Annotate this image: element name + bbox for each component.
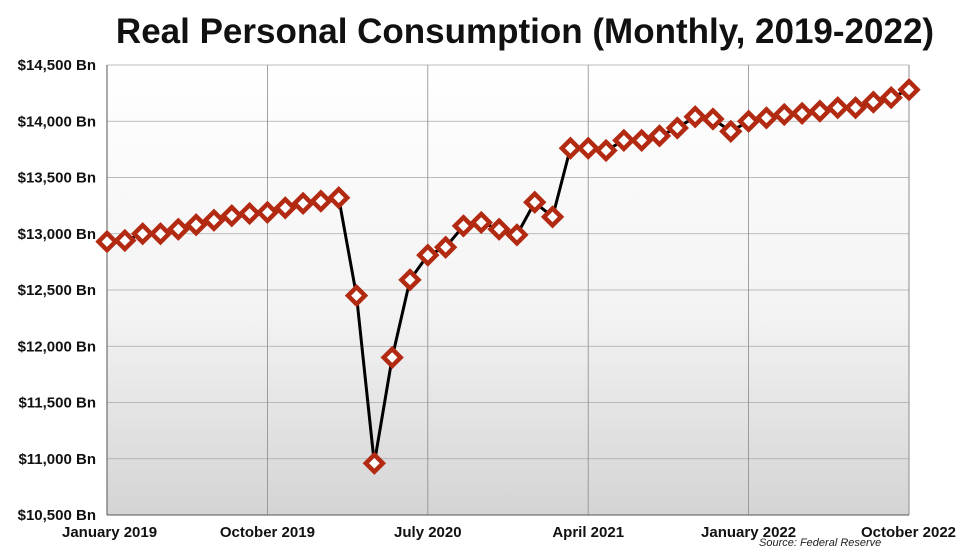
y-tick-label: $10,500 Bn [18, 507, 96, 524]
data-point-marker [879, 85, 903, 110]
data-point-marker [612, 128, 636, 153]
data-point-marker [843, 96, 868, 120]
consumption-series [95, 78, 921, 475]
data-point-marker [826, 96, 850, 120]
data-point-marker [523, 190, 547, 214]
data-point-marker [790, 101, 814, 126]
data-point-marker [344, 283, 369, 308]
x-tick-label: January 2022 [701, 524, 796, 541]
y-axis-ticks: $14,500 Bn $14,000 Bn $13,500 Bn $13,000 Bn… [18, 57, 96, 524]
chart-title: Real Personal Consumption (Monthly, 2019… [115, 12, 935, 51]
y-tick-label: $14,500 Bn [18, 57, 96, 74]
y-tick-label: $13,500 Bn [18, 170, 96, 187]
y-tick-label: $12,000 Bn [18, 338, 96, 355]
x-tick-label: October 2019 [220, 524, 315, 541]
data-point-marker [808, 99, 832, 123]
data-point-marker [683, 105, 707, 129]
data-point-marker [237, 201, 262, 226]
y-tick-label: $11,000 Bn [18, 451, 96, 468]
data-point-marker [416, 243, 440, 267]
data-point-marker [576, 136, 600, 160]
data-point-marker [558, 136, 583, 160]
data-point-marker [202, 208, 226, 232]
data-point-marker [95, 229, 119, 254]
x-tick-label: January 2019 [62, 524, 157, 541]
data-point-marker [273, 196, 297, 220]
data-point-marker [327, 186, 351, 210]
data-point-marker [540, 205, 565, 229]
data-point-marker [469, 210, 493, 235]
y-tick-label: $13,000 Bn [18, 226, 96, 243]
x-tick-label: October 2022 [861, 524, 956, 541]
data-point-marker [487, 217, 511, 241]
data-point-marker [451, 214, 476, 238]
data-point-marker [772, 102, 796, 127]
data-point-marker [309, 189, 333, 213]
y-tick-label: $14,000 Bn [18, 113, 96, 130]
data-point-marker [719, 119, 743, 144]
data-point-marker [184, 213, 208, 237]
data-point-marker [701, 107, 725, 131]
data-point-marker [255, 200, 280, 225]
data-point-marker [861, 90, 886, 114]
data-point-marker [754, 106, 779, 130]
data-point-marker [362, 451, 387, 475]
y-tick-label: $11,500 Bn [18, 395, 96, 412]
data-point-marker [594, 138, 618, 163]
data-point-marker [148, 222, 173, 246]
data-point-marker [629, 128, 654, 153]
y-tick-label: $12,500 Bn [18, 282, 96, 299]
data-point-marker [897, 78, 921, 102]
data-point-marker [166, 217, 190, 241]
source-note: Source: Federal Reserve [759, 537, 882, 549]
data-point-marker [380, 345, 404, 370]
data-point-marker [130, 222, 155, 246]
data-point-marker [505, 223, 529, 247]
x-axis-ticks: January 2019 October 2019 July 2020 April 2… [62, 524, 956, 541]
data-point-marker [647, 124, 672, 148]
grid-lines [106, 64, 910, 516]
data-point-marker [220, 204, 244, 228]
data-point-marker [665, 116, 689, 140]
data-point-marker [433, 235, 458, 259]
data-point-marker [736, 109, 761, 133]
axis-lines [106, 65, 910, 516]
data-point-marker [398, 268, 422, 292]
x-tick-label: July 2020 [394, 524, 462, 541]
data-point-marker [291, 191, 315, 216]
data-point-marker [113, 228, 137, 253]
x-tick-label: April 2021 [552, 524, 624, 541]
